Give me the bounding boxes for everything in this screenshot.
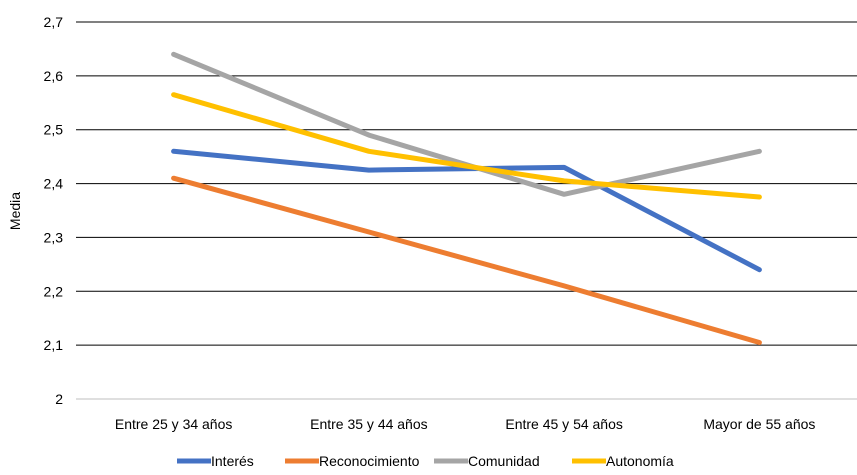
x-axis-ticks: Entre 25 y 34 años Entre 35 y 44 años Entr… [115,416,816,432]
x-tick-label: Entre 35 y 44 años [310,416,428,432]
y-tick-label: 2,3 [44,229,64,245]
legend-item-4: Autonomía [572,453,674,469]
x-tick-label: Entre 25 y 34 años [115,416,233,432]
legend-item-2: Reconocimiento [285,453,420,469]
series-line [174,54,760,194]
legend: Interés Reconocimiento Comunidad Autonomía [177,453,674,469]
y-tick-label: 2,7 [44,14,64,30]
y-tick-label: 2,1 [44,337,64,353]
series-3 [174,54,760,194]
y-tick-label: 2,4 [44,176,64,192]
legend-label: Reconocimiento [319,453,420,469]
y-axis-ticks: 2 2,1 2,2 2,3 2,4 2,5 2,6 2,7 [44,14,64,407]
y-tick-label: 2,5 [44,122,64,138]
legend-label: Autonomía [606,453,674,469]
legend-item-1: Interés [177,453,254,469]
y-axis-label: Media [7,192,23,230]
y-tick-label: 2,2 [44,283,64,299]
series-4 [174,95,760,197]
series-lines [174,54,760,342]
series-2 [174,178,760,342]
y-tick-label: 2,6 [44,68,64,84]
x-tick-label: Mayor de 55 años [703,416,815,432]
legend-label: Comunidad [468,453,540,469]
series-line [174,178,760,342]
legend-item-3: Comunidad [434,453,540,469]
y-tick-label: 2 [55,391,63,407]
series-line [174,95,760,197]
gridlines [76,22,857,399]
legend-label: Interés [211,453,254,469]
x-tick-label: Entre 45 y 54 años [505,416,623,432]
